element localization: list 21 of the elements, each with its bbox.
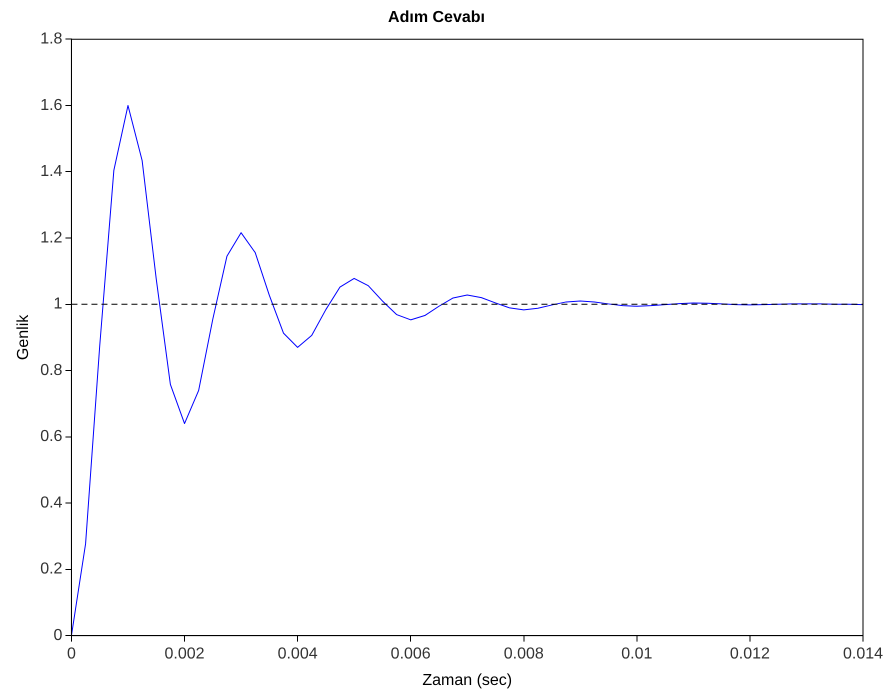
y-tick-label: 1.4	[40, 163, 63, 180]
y-tick-label: 1	[54, 296, 63, 313]
x-tick-label: 0	[66, 646, 76, 663]
x-axis-title: Zaman (sec)	[422, 672, 512, 689]
x-tick-label: 0.006	[390, 646, 431, 663]
x-tick-label: 0.012	[730, 646, 770, 663]
x-tick-label: 0.008	[504, 646, 544, 663]
y-tick-label: 1.2	[40, 229, 63, 246]
y-tick-label: 0	[54, 627, 63, 644]
x-tick-label: 0.002	[164, 646, 205, 663]
x-tick-label: 0.004	[278, 646, 318, 663]
y-tick-label: 0.6	[40, 428, 63, 446]
x-tick-label: 0.01	[621, 646, 653, 663]
x-tick-label: 0.014	[842, 646, 884, 663]
y-tick-label: 0.4	[40, 494, 63, 512]
chart-title: Adım Cevabı	[388, 9, 485, 26]
y-tick-label: 0.8	[40, 362, 63, 379]
y-axis-title: Genlik	[15, 314, 32, 360]
y-tick-label: 1.6	[40, 96, 63, 114]
y-tick-label: 1.8	[40, 30, 63, 48]
y-tick-label: 0.2	[40, 560, 63, 578]
